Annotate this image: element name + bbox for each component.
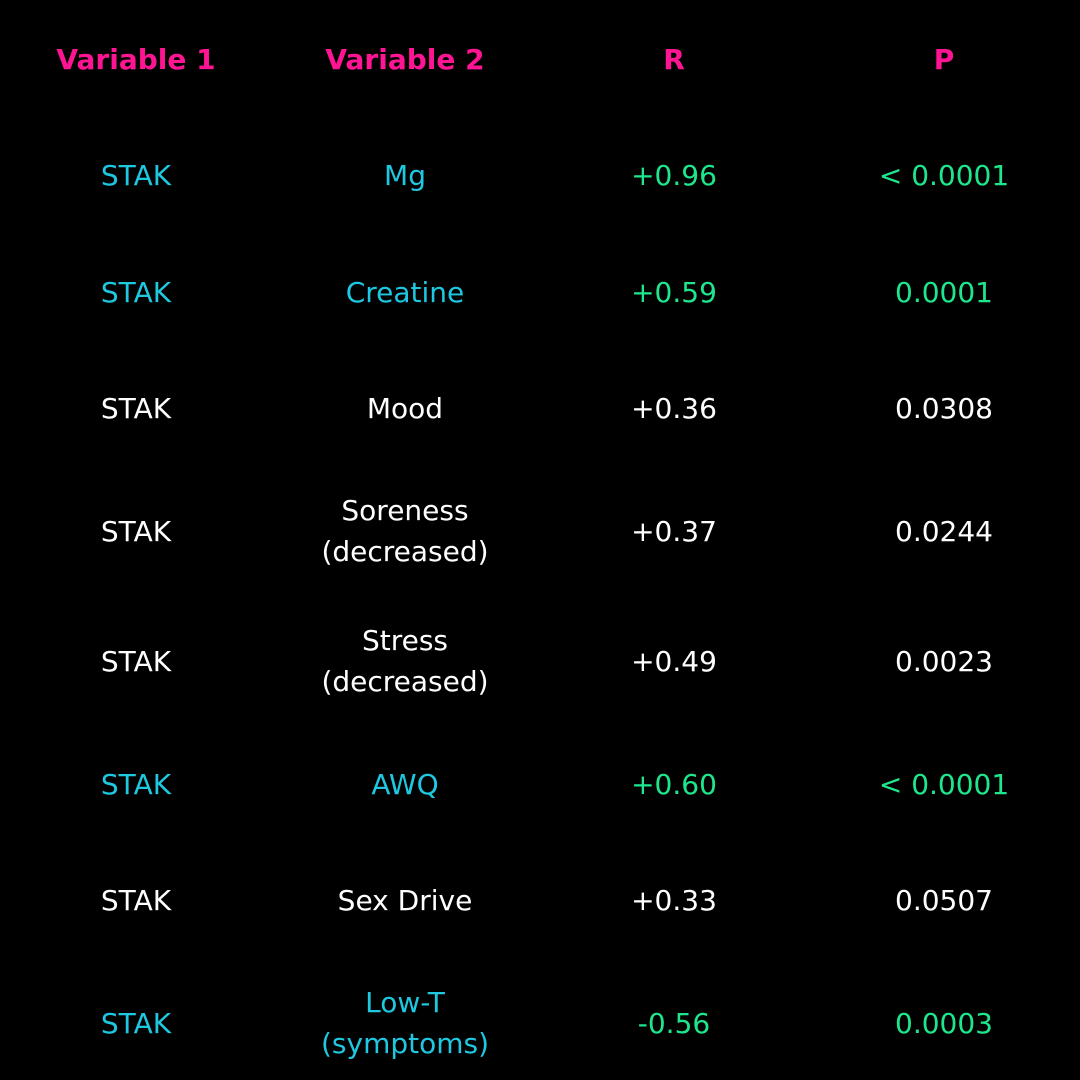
variable-2-line: (decreased)	[321, 535, 489, 568]
variable-2-cell: Mg	[275, 155, 535, 196]
variable-1-cell: STAK	[100, 275, 172, 309]
p-value-cell: < 0.0001	[878, 767, 1010, 801]
p-value-cell: 0.0507	[895, 883, 993, 917]
header-variable-1: Variable 1	[56, 43, 216, 76]
p-value-cell: < 0.0001	[878, 158, 1010, 192]
p-value-cell: 0.0244	[895, 514, 993, 548]
variable-2-line: Mg	[384, 158, 426, 192]
variable-1-cell: STAK	[100, 391, 172, 425]
r-value-cell: +0.36	[631, 391, 717, 425]
variable-2-line: (symptoms)	[320, 1027, 490, 1060]
variable-1-cell: STAK	[100, 514, 172, 548]
variable-2-cell: Mood	[275, 388, 535, 429]
variable-1-cell: STAK	[100, 883, 172, 917]
header-r: R	[663, 43, 685, 76]
variable-2-line: Stress	[361, 624, 449, 657]
variable-2-cell: AWQ	[275, 764, 535, 805]
variable-2-cell: Sex Drive	[275, 880, 535, 921]
variable-1-cell: STAK	[100, 158, 172, 192]
p-value-cell: 0.0308	[895, 391, 993, 425]
variable-2-line: (decreased)	[321, 665, 489, 698]
header-p: P	[933, 43, 955, 76]
r-value-cell: +0.60	[631, 767, 717, 801]
table-header: Variable 1 Variable 2 R P	[0, 36, 1080, 84]
variable-2-line: AWQ	[371, 767, 439, 801]
variable-2-cell: Creatine	[275, 272, 535, 313]
variable-1-cell: STAK	[100, 1006, 172, 1040]
r-value-cell: +0.33	[631, 883, 717, 917]
variable-2-line: Creatine	[345, 275, 465, 309]
variable-2-line: Soreness	[341, 494, 469, 527]
header-variable-2: Variable 2	[325, 43, 485, 76]
variable-2-cell: Soreness (decreased)	[275, 490, 535, 572]
r-value-cell: +0.59	[631, 275, 717, 309]
p-value-cell: 0.0003	[895, 1006, 993, 1040]
variable-2-cell: Stress (decreased)	[275, 620, 535, 702]
variable-2-cell: Low-T (symptoms)	[275, 982, 535, 1064]
p-value-cell: 0.0023	[895, 644, 993, 678]
variable-2-line: Low-T	[365, 986, 445, 1019]
variable-2-line: Mood	[366, 391, 444, 425]
variable-2-line: Sex Drive	[337, 883, 473, 917]
p-value-cell: 0.0001	[895, 275, 993, 309]
r-value-cell: +0.37	[631, 514, 717, 548]
variable-1-cell: STAK	[100, 644, 172, 678]
variable-1-cell: STAK	[100, 767, 172, 801]
r-value-cell: +0.96	[631, 158, 717, 192]
r-value-cell: -0.56	[637, 1006, 711, 1040]
r-value-cell: +0.49	[631, 644, 717, 678]
